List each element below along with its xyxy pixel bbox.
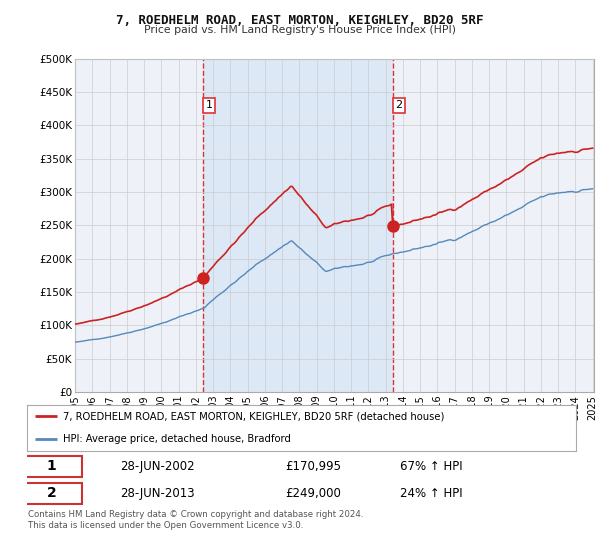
Text: £249,000: £249,000 xyxy=(285,487,341,500)
Text: HPI: Average price, detached house, Bradford: HPI: Average price, detached house, Brad… xyxy=(62,435,290,444)
Bar xyxy=(203,59,393,392)
FancyBboxPatch shape xyxy=(22,483,82,503)
Text: 7, ROEDHELM ROAD, EAST MORTON, KEIGHLEY, BD20 5RF: 7, ROEDHELM ROAD, EAST MORTON, KEIGHLEY,… xyxy=(116,14,484,27)
Text: £170,995: £170,995 xyxy=(285,460,341,473)
Text: 67% ↑ HPI: 67% ↑ HPI xyxy=(400,460,463,473)
Text: 7, ROEDHELM ROAD, EAST MORTON, KEIGHLEY, BD20 5RF (detached house): 7, ROEDHELM ROAD, EAST MORTON, KEIGHLEY,… xyxy=(62,412,444,421)
FancyBboxPatch shape xyxy=(22,456,82,477)
Text: 24% ↑ HPI: 24% ↑ HPI xyxy=(400,487,463,500)
Text: 1: 1 xyxy=(206,100,212,110)
Text: Price paid vs. HM Land Registry's House Price Index (HPI): Price paid vs. HM Land Registry's House … xyxy=(144,25,456,35)
Text: 28-JUN-2013: 28-JUN-2013 xyxy=(121,487,195,500)
Text: 2: 2 xyxy=(395,100,403,110)
Text: 1: 1 xyxy=(47,459,56,474)
Text: 2: 2 xyxy=(47,486,56,501)
Text: 28-JUN-2002: 28-JUN-2002 xyxy=(121,460,195,473)
Text: Contains HM Land Registry data © Crown copyright and database right 2024.
This d: Contains HM Land Registry data © Crown c… xyxy=(28,510,364,530)
